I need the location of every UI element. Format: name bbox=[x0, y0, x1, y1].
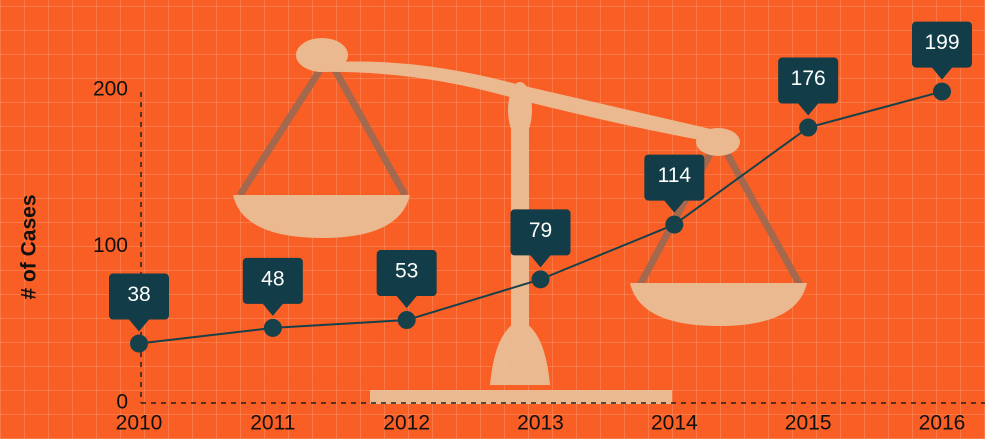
page: # of Cases 0 100 200 2010 2011 2012 2013 2014 20… bbox=[0, 0, 985, 439]
data-label: 199 bbox=[924, 31, 959, 54]
x-tick-label: 2015 bbox=[785, 412, 832, 435]
point bbox=[532, 270, 550, 288]
x-tick-label: 2016 bbox=[919, 412, 966, 435]
x-tick-label: 2012 bbox=[383, 412, 430, 435]
x-tick-label: 2013 bbox=[517, 412, 564, 435]
point bbox=[398, 311, 416, 329]
x-tick-label: 2011 bbox=[250, 412, 295, 435]
x-tick-label: 2010 bbox=[116, 412, 163, 435]
data-label: 114 bbox=[658, 164, 692, 187]
point bbox=[799, 119, 817, 137]
data-label: 79 bbox=[529, 219, 552, 242]
data-label: 38 bbox=[127, 283, 150, 306]
data-label: 48 bbox=[261, 267, 284, 290]
point bbox=[130, 335, 148, 353]
point bbox=[933, 83, 951, 101]
y-tick-label: 200 bbox=[93, 78, 128, 101]
point bbox=[665, 216, 683, 234]
chart: # of Cases 0 100 200 2010 2011 2012 2013 2014 20… bbox=[0, 0, 985, 439]
data-label: 176 bbox=[791, 67, 826, 90]
y-axis-label: # of Cases bbox=[18, 194, 41, 299]
point bbox=[264, 319, 282, 337]
y-tick-label: 100 bbox=[93, 234, 128, 257]
y-tick-label: 0 bbox=[116, 391, 128, 414]
data-label: 53 bbox=[395, 260, 418, 283]
x-tick-label: 2014 bbox=[651, 412, 698, 435]
